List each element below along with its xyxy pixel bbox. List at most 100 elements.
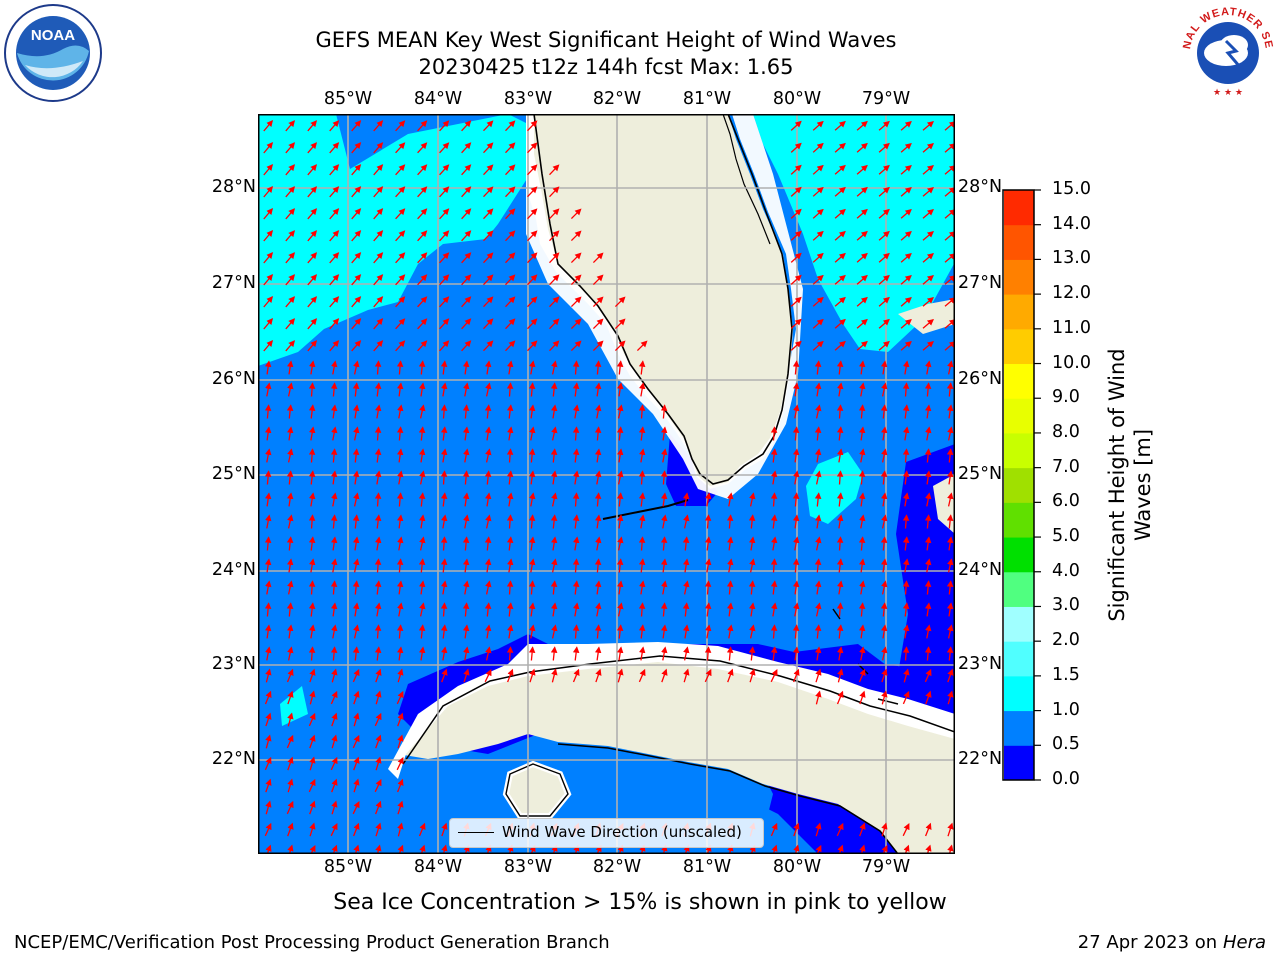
wind-wave-arrow — [858, 470, 866, 485]
wind-wave-arrow — [463, 844, 470, 854]
wind-wave-arrow — [507, 558, 514, 573]
wind-wave-arrow — [352, 822, 360, 837]
colorbar-tick-label: 13.0 — [1052, 248, 1091, 269]
colorbar-tick-label: 10.0 — [1052, 352, 1091, 373]
wind-wave-arrow — [396, 492, 404, 507]
lat-label-left: 23°N — [211, 654, 256, 674]
wind-wave-arrow — [704, 536, 712, 551]
wind-wave-arrow — [683, 514, 690, 529]
wind-wave-arrow — [638, 492, 646, 507]
wind-wave-arrow — [856, 318, 868, 329]
wind-wave-arrow — [793, 470, 800, 485]
wind-wave-arrow — [417, 164, 428, 176]
wind-wave-arrow — [353, 778, 360, 793]
wind-wave-arrow — [506, 382, 514, 397]
wind-wave-arrow — [308, 514, 316, 529]
wind-wave-arrow — [395, 120, 406, 132]
wind-wave-arrow — [373, 296, 384, 308]
wind-wave-arrow — [856, 208, 868, 219]
wind-wave-arrow — [834, 318, 846, 329]
wind-wave-arrow — [375, 668, 382, 683]
wind-wave-arrow — [396, 558, 404, 573]
colorbar-tick-label: 5.0 — [1052, 526, 1080, 547]
wind-wave-arrow — [947, 624, 954, 639]
wind-wave-arrow — [329, 164, 340, 176]
wind-wave-arrow — [484, 624, 492, 639]
wind-wave-arrow — [683, 580, 690, 595]
wind-wave-arrow — [351, 274, 362, 286]
wind-wave-arrow — [660, 492, 668, 507]
footer-credit: NCEP/EMC/Verification Post Processing Pr… — [14, 932, 610, 953]
wind-wave-arrow — [463, 580, 470, 595]
wind-wave-arrow — [944, 142, 955, 153]
wind-wave-arrow — [771, 470, 778, 485]
wind-wave-arrow — [527, 318, 538, 330]
wind-wave-arrow — [528, 536, 536, 551]
wind-wave-arrow — [616, 382, 624, 397]
wind-wave-arrow — [638, 470, 646, 485]
wind-wave-arrow — [570, 274, 582, 286]
wind-wave-arrow — [770, 580, 778, 595]
wind-wave-arrow — [287, 514, 294, 529]
wind-wave-arrow — [748, 536, 756, 551]
wind-wave-arrow — [924, 536, 932, 551]
wind-wave-arrow — [594, 514, 602, 529]
wind-wave-arrow — [484, 536, 492, 551]
wind-wave-arrow — [614, 318, 626, 330]
wind-wave-arrow — [374, 492, 382, 507]
wind-wave-arrow — [286, 668, 294, 683]
wind-wave-arrow — [529, 558, 536, 573]
wind-wave-arrow — [309, 690, 316, 705]
wind-wave-arrow — [506, 602, 514, 617]
wind-wave-arrow — [550, 470, 558, 485]
wind-wave-arrow — [551, 668, 558, 683]
wind-wave-arrow — [331, 360, 338, 375]
colorbar-tick-label: 4.0 — [1052, 560, 1080, 581]
wind-wave-arrow — [462, 360, 470, 375]
wind-wave-arrow — [308, 382, 316, 397]
wind-wave-arrow — [485, 514, 492, 529]
wind-wave-arrow — [417, 186, 428, 198]
wind-wave-arrow — [616, 514, 624, 529]
wind-wave-arrow — [834, 274, 846, 285]
wind-wave-arrow — [331, 668, 338, 683]
wind-wave-arrow — [307, 164, 318, 176]
colorbar-tick-label: 11.0 — [1052, 317, 1091, 338]
wind-wave-arrow — [461, 208, 472, 220]
wind-wave-arrow — [263, 208, 274, 220]
wind-wave-arrow — [507, 492, 514, 507]
wind-wave-arrow — [925, 360, 932, 375]
wind-wave-arrow — [880, 470, 888, 485]
wind-wave-arrow — [287, 448, 294, 463]
wind-wave-arrow — [352, 734, 360, 749]
wind-wave-arrow — [924, 668, 932, 683]
wind-wave-arrow — [814, 624, 822, 639]
wind-wave-arrow — [727, 558, 734, 573]
wind-wave-arrow — [549, 164, 560, 176]
land-bahamas-n — [898, 299, 955, 334]
wind-wave-arrow — [815, 844, 822, 854]
wind-wave-arrow — [483, 274, 494, 286]
wind-wave-arrow — [307, 318, 318, 330]
wind-wave-arrow — [331, 844, 338, 854]
wind-wave-arrow — [351, 340, 362, 352]
wind-wave-arrow — [287, 822, 294, 837]
wind-wave-arrow — [439, 142, 450, 154]
wind-wave-arrow — [837, 382, 844, 397]
wind-wave-arrow — [748, 580, 756, 595]
wind-wave-arrow — [572, 668, 580, 683]
wind-wave-arrow — [878, 164, 890, 175]
wind-wave-arrow — [900, 208, 912, 219]
wind-wave-arrow — [815, 470, 822, 485]
wind-wave-arrow — [483, 230, 494, 242]
wind-wave-arrow — [836, 822, 844, 837]
wind-wave-arrow — [682, 536, 690, 551]
wind-wave-arrow — [834, 230, 846, 241]
wind-wave-arrow — [594, 646, 602, 661]
wind-wave-arrow — [900, 252, 912, 263]
wind-wave-arrow — [441, 448, 448, 463]
wind-wave-arrow — [417, 230, 428, 242]
wind-wave-arrow — [837, 580, 844, 595]
wind-wave-arrow — [263, 274, 274, 286]
wind-wave-arrow — [395, 296, 406, 308]
